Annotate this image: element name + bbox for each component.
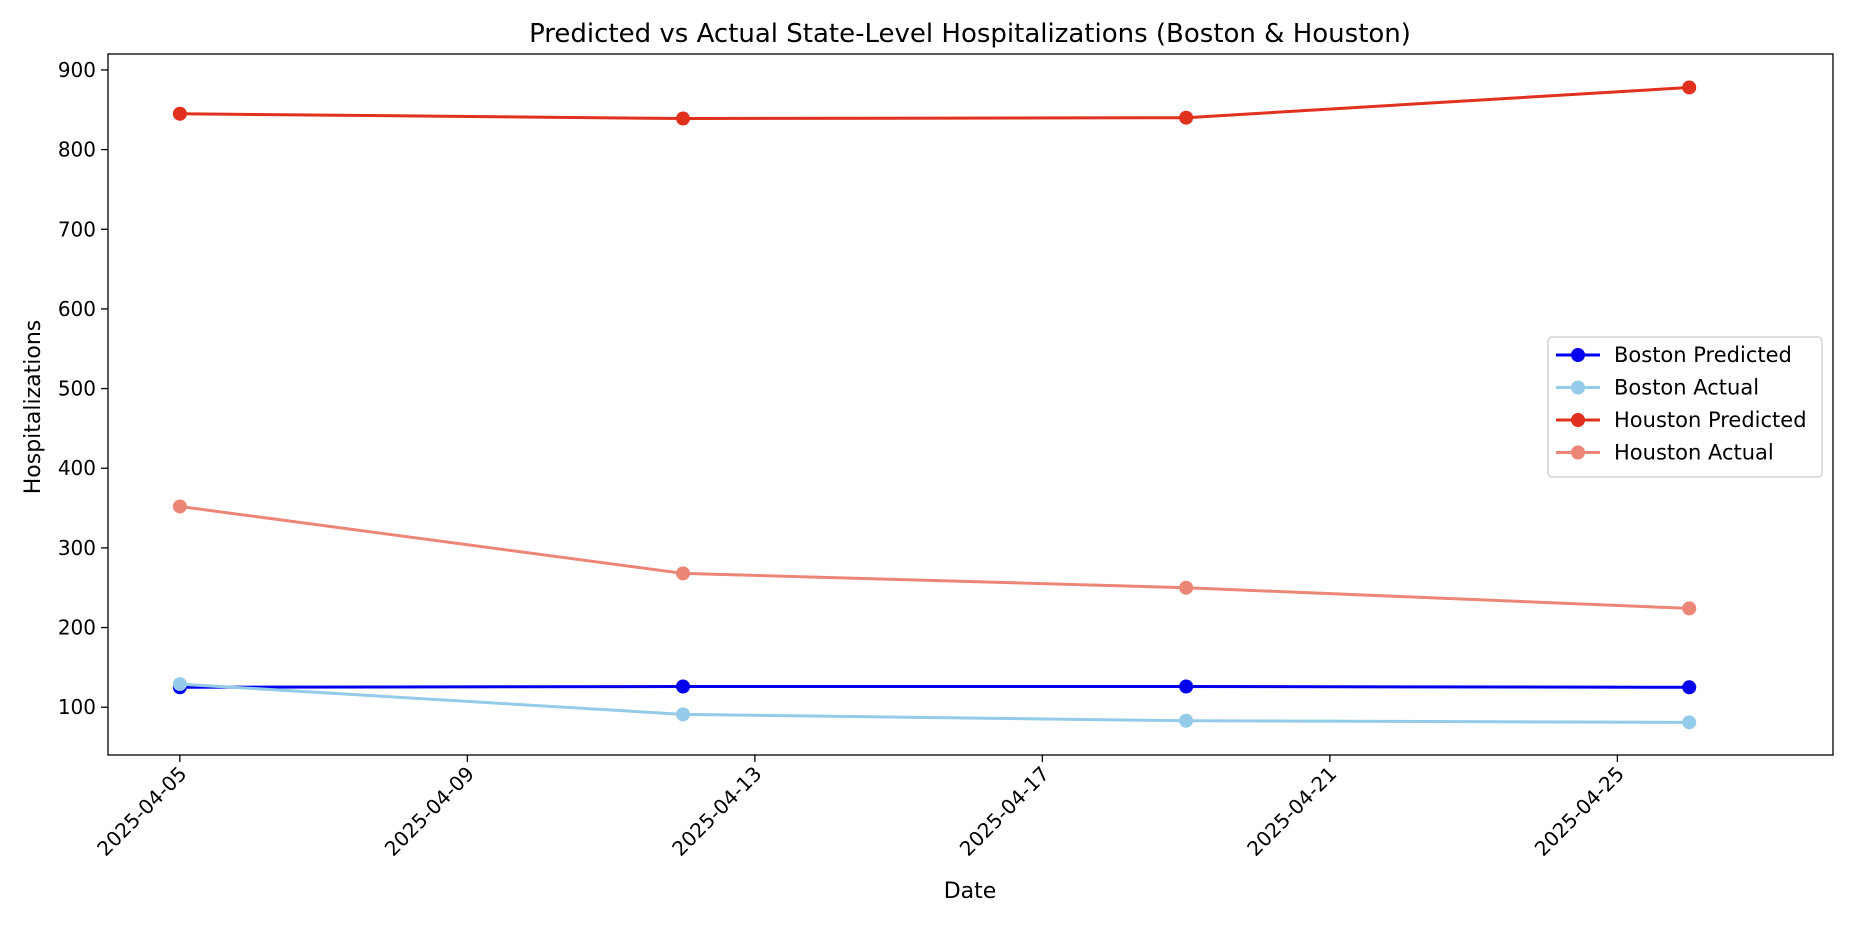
y-tick-label: 500 bbox=[58, 377, 96, 401]
series-boston-actual bbox=[172, 677, 1697, 730]
data-point bbox=[172, 499, 187, 514]
x-tick-label: 2025-04-05 bbox=[92, 762, 191, 861]
legend-label: Houston Predicted bbox=[1614, 408, 1807, 432]
legend-box bbox=[1547, 336, 1823, 478]
data-point bbox=[1179, 110, 1194, 125]
legend-item: Houston Actual bbox=[1556, 441, 1774, 465]
legend-label: Boston Actual bbox=[1614, 376, 1759, 400]
legend-item: Boston Predicted bbox=[1556, 343, 1792, 367]
data-point bbox=[1179, 679, 1194, 694]
legend-label: Boston Predicted bbox=[1614, 343, 1792, 367]
series-line bbox=[179, 682, 1690, 724]
data-point bbox=[1682, 680, 1697, 695]
series-line bbox=[179, 85, 1690, 121]
legend-marker bbox=[1571, 413, 1585, 427]
x-tick-label: 2025-04-21 bbox=[1242, 762, 1341, 861]
legend-marker bbox=[1571, 380, 1585, 395]
y-tick-label: 300 bbox=[58, 536, 96, 560]
x-axis-label: Date bbox=[944, 879, 997, 904]
legend-marker bbox=[1571, 348, 1585, 362]
data-point bbox=[172, 677, 187, 692]
y-tick-label: 700 bbox=[58, 217, 96, 241]
legend-item: Boston Actual bbox=[1556, 376, 1759, 400]
y-tick-label: 600 bbox=[58, 297, 96, 321]
series-houston-actual bbox=[172, 499, 1697, 616]
data-point bbox=[676, 111, 690, 126]
series-boston-predicted bbox=[172, 679, 1697, 695]
series-houston-predicted bbox=[172, 80, 1697, 126]
data-point bbox=[172, 106, 187, 121]
data-point bbox=[1179, 713, 1194, 728]
data-point bbox=[1179, 580, 1194, 595]
legend: Boston Predicted Boston Actual Houston Pre… bbox=[1547, 336, 1823, 478]
legend-label: Houston Actual bbox=[1614, 441, 1774, 465]
data-point bbox=[1682, 80, 1697, 95]
data-point bbox=[1682, 601, 1697, 616]
x-tick-label: 2025-04-17 bbox=[955, 762, 1054, 861]
legend-marker bbox=[1571, 445, 1585, 460]
y-tick-label: 200 bbox=[58, 616, 96, 640]
data-point bbox=[676, 679, 690, 694]
x-tick-label: 2025-04-25 bbox=[1530, 762, 1629, 861]
x-tick-label: 2025-04-13 bbox=[667, 762, 766, 861]
series-line bbox=[179, 684, 1690, 689]
x-tick-label: 2025-04-09 bbox=[380, 762, 479, 861]
legend-item: Houston Predicted bbox=[1556, 408, 1807, 432]
y-tick-label: 100 bbox=[58, 695, 96, 719]
plot-frame bbox=[107, 53, 1834, 756]
data-point bbox=[1682, 715, 1697, 730]
y-axis-label: Hospitalizations bbox=[21, 320, 46, 495]
chart-title: Predicted vs Actual State-Level Hospital… bbox=[529, 19, 1411, 49]
y-tick-label: 800 bbox=[58, 138, 96, 162]
series-line bbox=[179, 504, 1690, 610]
y-tick-label: 400 bbox=[58, 456, 96, 480]
y-tick-label: 900 bbox=[58, 58, 96, 82]
data-point bbox=[676, 566, 690, 581]
data-point bbox=[676, 707, 690, 722]
